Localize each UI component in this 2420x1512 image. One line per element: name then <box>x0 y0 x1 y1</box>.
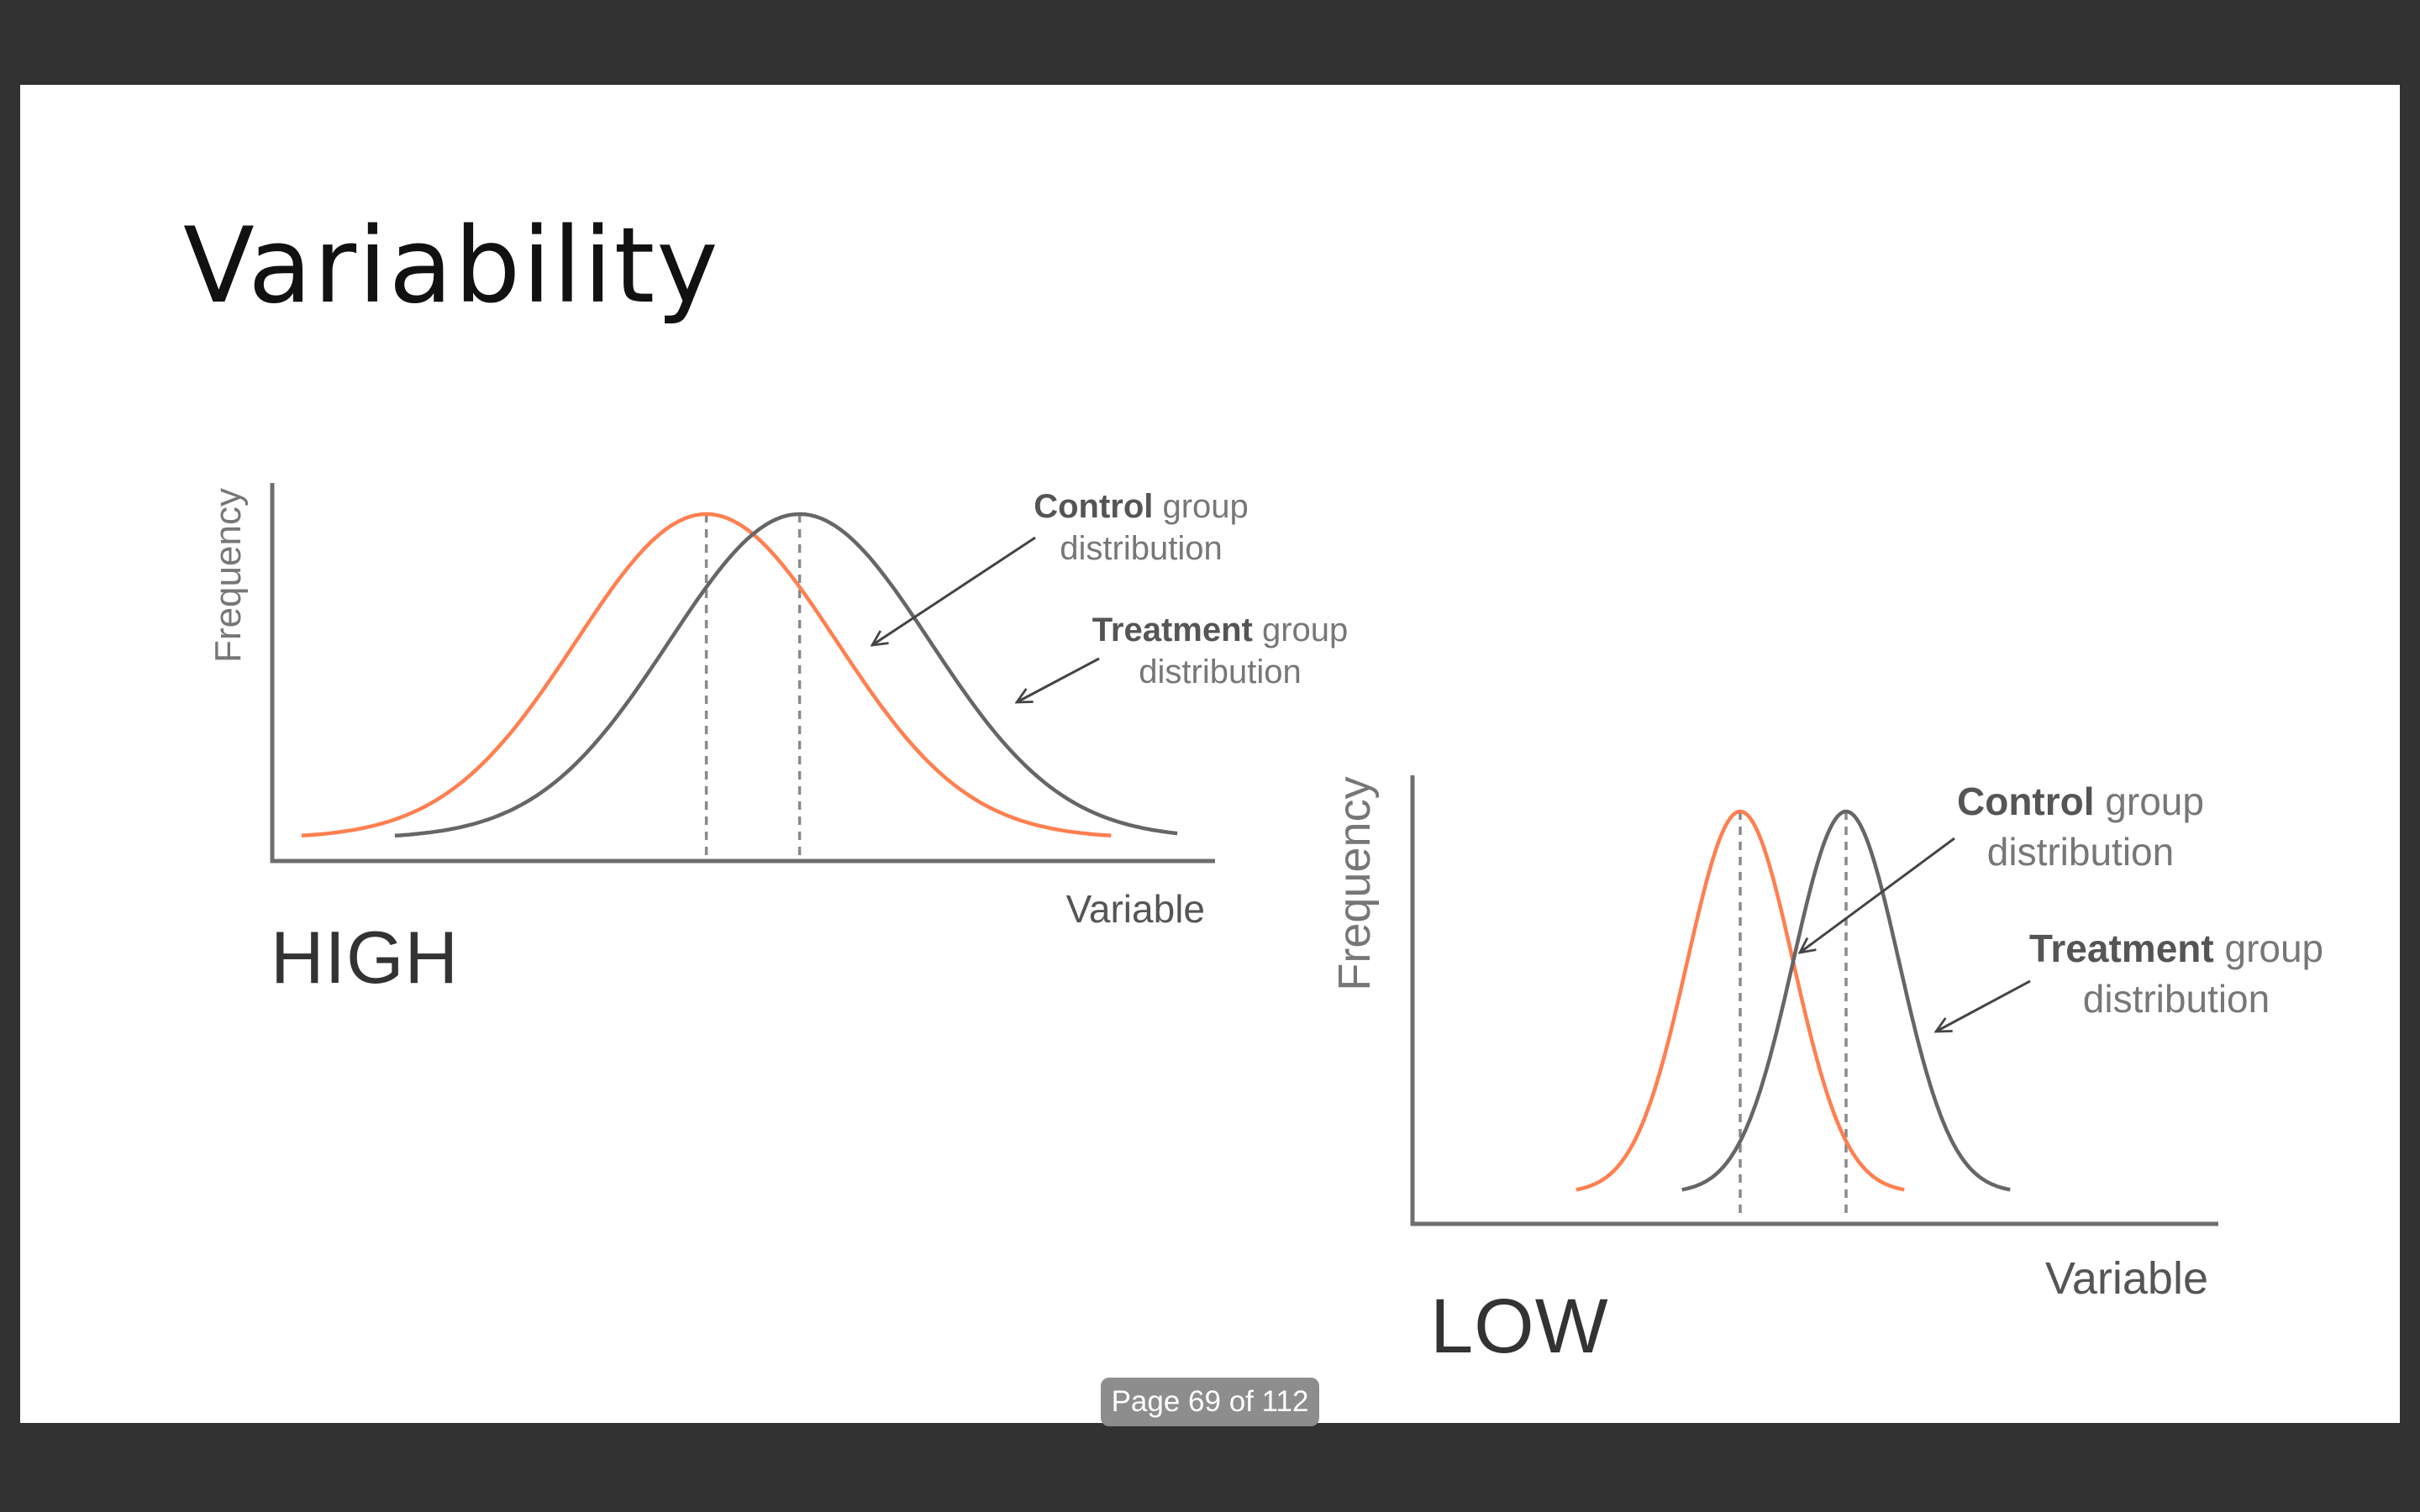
chart-high-control-annotation: Control group <box>1034 488 1249 525</box>
chart-high-control-curve <box>301 512 1112 838</box>
chart-high: Frequency Variable HIGH Control group di… <box>208 483 1348 999</box>
chart-low-control-annotation-line2: distribution <box>1987 830 2174 874</box>
chart-high-control-arrow <box>872 536 1036 645</box>
chart-low-control-curve <box>1576 809 1905 1192</box>
chart-high-treatment-curve <box>394 512 1178 838</box>
chart-high-control-annotation-bold: Control <box>1034 488 1153 525</box>
chart-low-treatment-annotation-line2: distribution <box>2083 977 2270 1021</box>
slide-canvas <box>20 85 2400 1423</box>
chart-high-treatment-arrow <box>1017 657 1100 702</box>
chart-high-xlabel: Variable <box>1066 887 1205 931</box>
chart-high-control-annotation-line2: distribution <box>1060 530 1222 567</box>
chart-low-control-annotation: Control group <box>1957 780 2204 823</box>
chart-low-treatment-annotation-rest: group <box>2214 927 2323 970</box>
chart-low-treatment-annotation-bold: Treatment <box>2029 927 2214 970</box>
chart-low-condition-label: LOW <box>1430 1284 1609 1369</box>
chart-high-control-annotation-rest: group <box>1153 488 1248 525</box>
chart-low-control-annotation-bold: Control <box>1957 780 2095 823</box>
chart-low: Frequency Variable LOW Control group dis… <box>1329 775 2323 1369</box>
chart-low-xlabel: Variable <box>2045 1253 2208 1304</box>
chart-low-ylabel: Frequency <box>1329 776 1380 990</box>
chart-high-ylabel: Frequency <box>208 488 249 663</box>
chart-high-treatment-annotation: Treatment group <box>1092 612 1349 648</box>
page-indicator: Page 69 of 112 <box>1101 1378 1319 1426</box>
chart-high-treatment-annotation-line2: distribution <box>1139 654 1301 690</box>
chart-low-treatment-annotation: Treatment group <box>2029 927 2323 970</box>
chart-high-treatment-annotation-rest: group <box>1253 612 1348 648</box>
chart-low-treatment-arrow <box>1936 979 2031 1032</box>
chart-high-condition-label: HIGH <box>271 916 459 999</box>
chart-high-treatment-annotation-bold: Treatment <box>1092 612 1253 648</box>
chart-low-control-annotation-rest: group <box>2095 780 2204 823</box>
chart-low-control-arrow <box>1800 837 1955 953</box>
slide-title: Variability <box>183 206 720 327</box>
chart-low-treatment-curve <box>1681 809 2011 1192</box>
